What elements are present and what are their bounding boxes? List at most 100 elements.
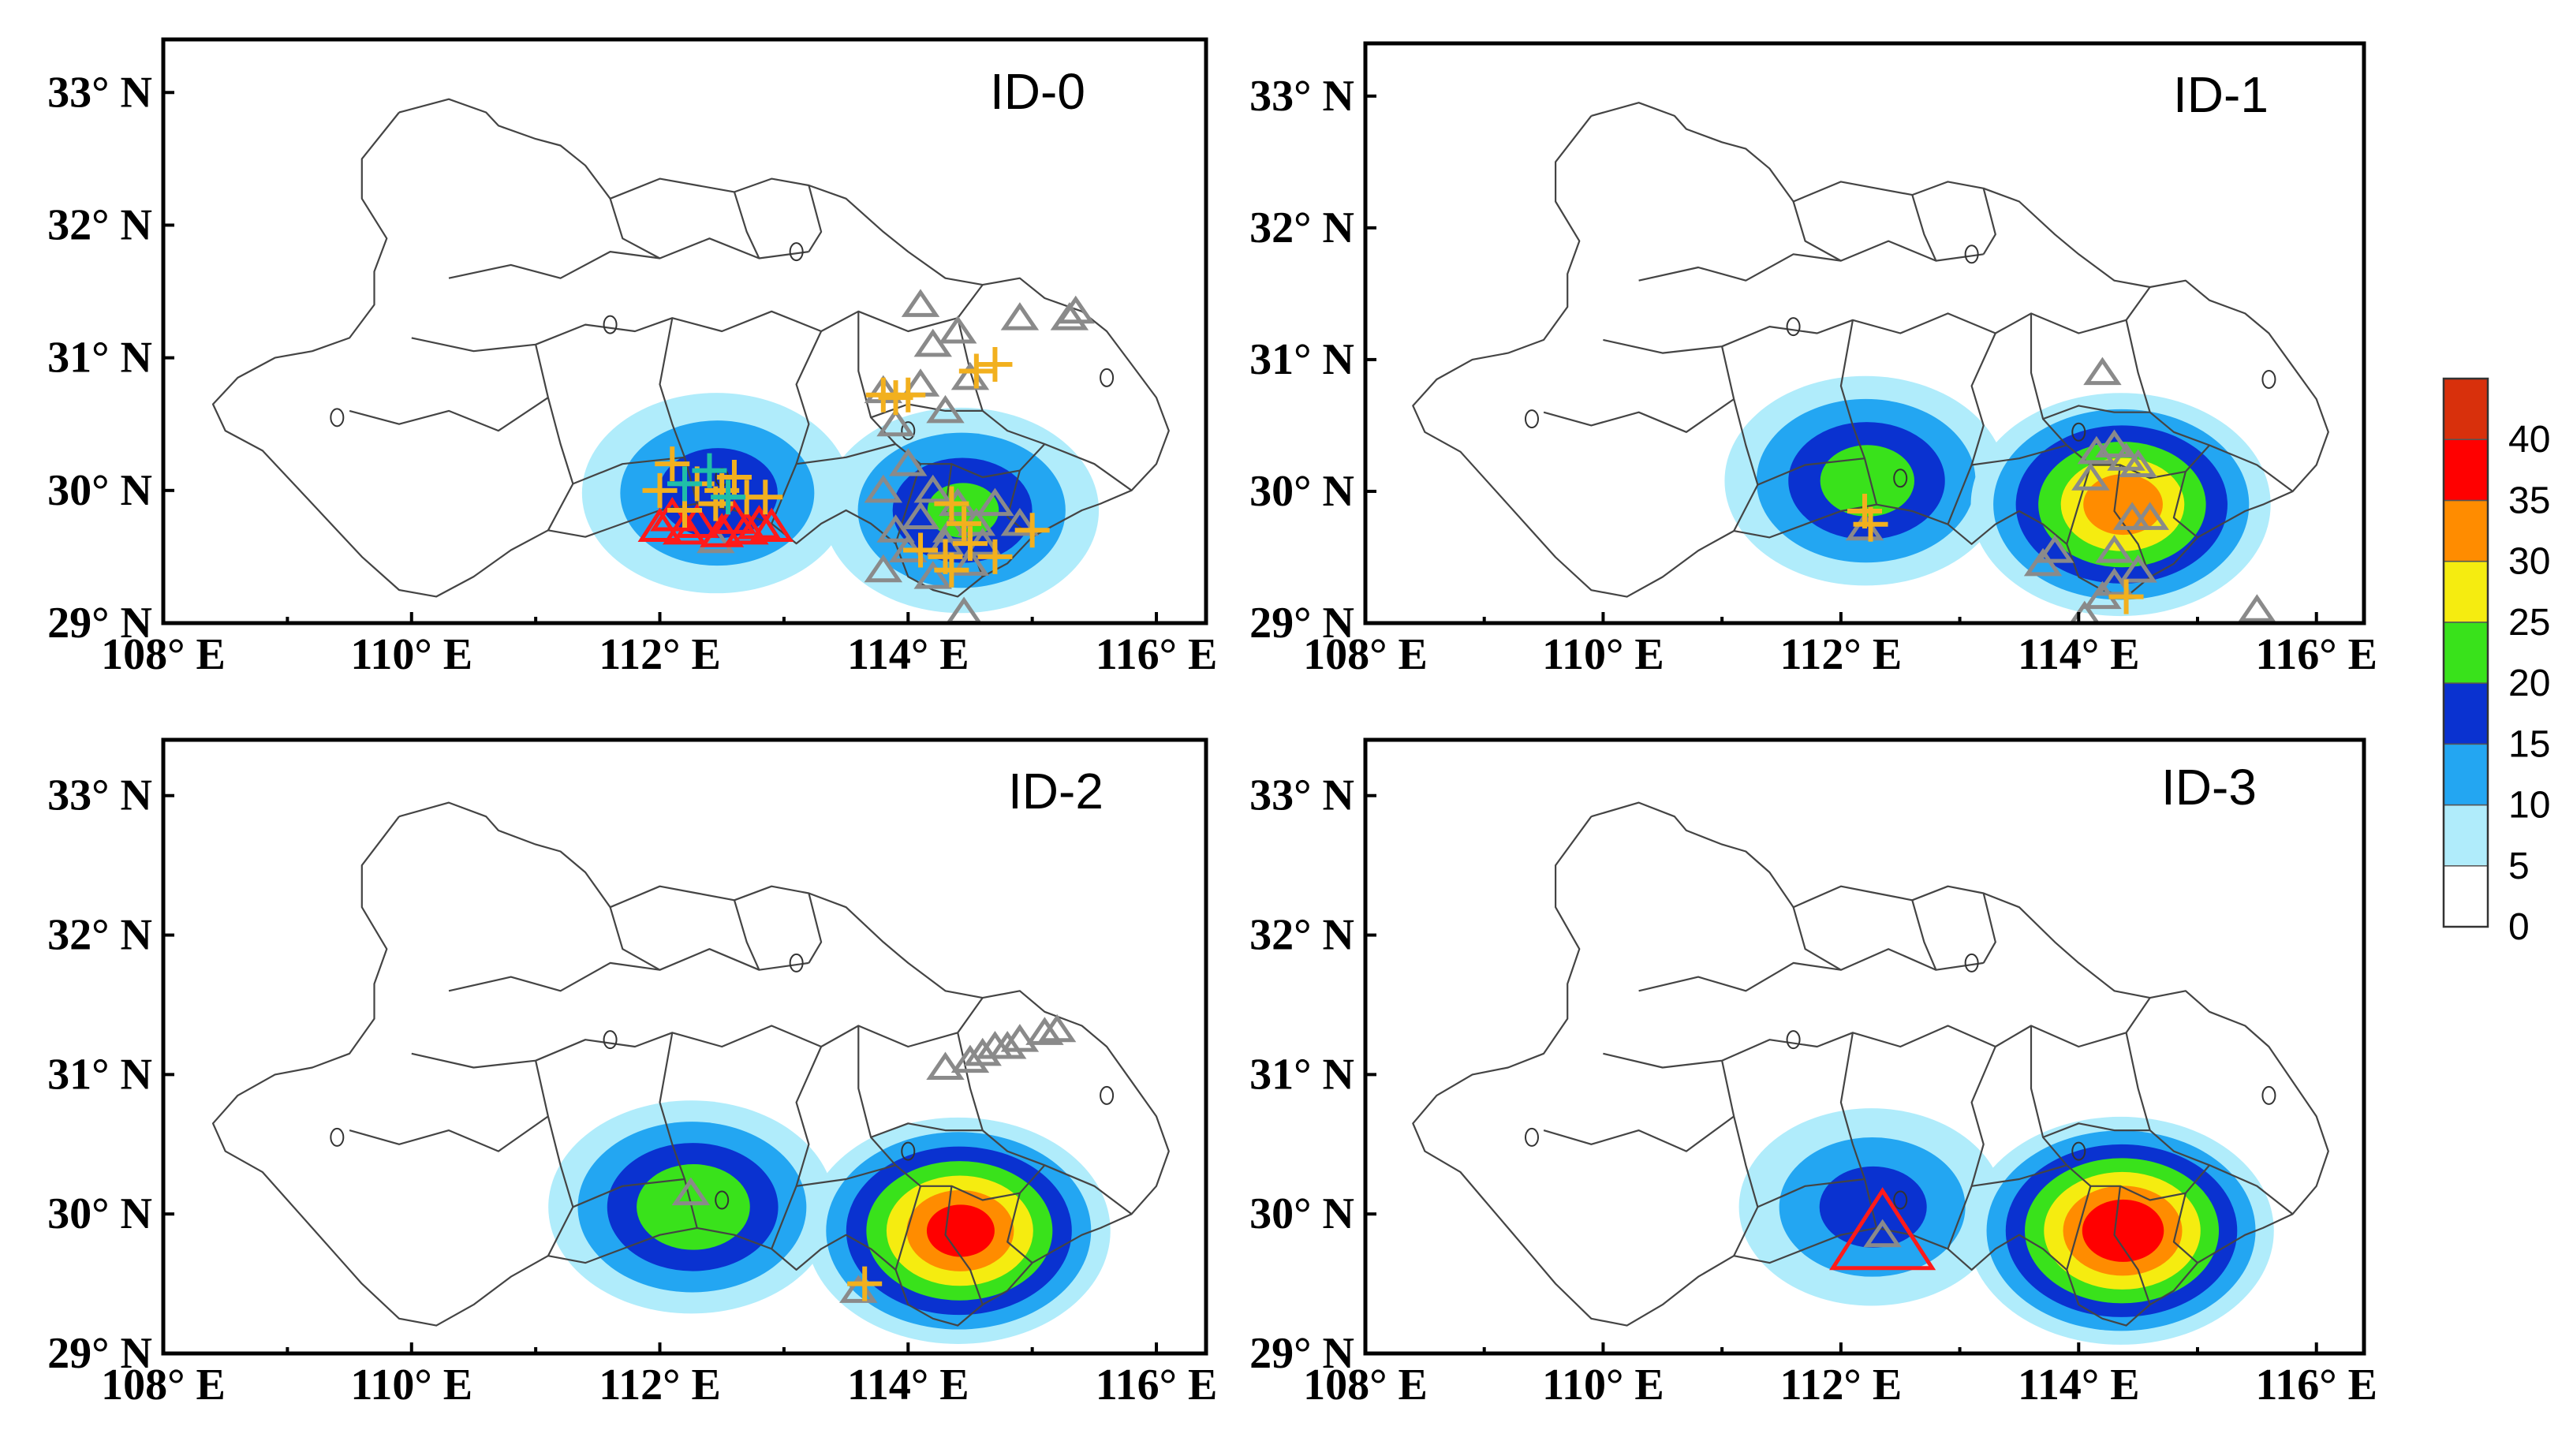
colorbar-segment bbox=[2443, 499, 2489, 562]
gray-triangle-marker bbox=[913, 328, 952, 357]
y-tick-label: 29° N bbox=[47, 599, 152, 648]
lake-outline bbox=[603, 1030, 618, 1050]
prefecture-boundary bbox=[2125, 319, 2294, 492]
prefecture-boundary bbox=[2042, 1122, 2150, 1138]
gray-triangle-marker bbox=[671, 1177, 711, 1206]
prefecture-boundary bbox=[921, 443, 1046, 479]
gray-triangle-marker bbox=[1000, 302, 1040, 330]
prefecture-boundary bbox=[1982, 188, 1996, 255]
cross-marker bbox=[934, 552, 969, 588]
colorbar-label: 30 bbox=[2508, 541, 2550, 583]
gray-triangle-marker bbox=[913, 474, 952, 503]
lake-outline bbox=[789, 953, 804, 973]
gray-triangle-marker bbox=[2035, 535, 2074, 563]
y-tick-label: 29° N bbox=[47, 1329, 152, 1378]
y-tick-label: 30° N bbox=[1249, 1189, 1354, 1238]
gray-triangle-marker bbox=[1037, 1014, 1077, 1043]
lake-outline bbox=[901, 421, 916, 441]
gray-triangle-marker bbox=[1863, 1219, 1902, 1248]
lake-outline bbox=[2071, 422, 2086, 442]
prefecture-boundary bbox=[796, 1164, 896, 1187]
prefecture-boundary bbox=[2090, 444, 2210, 480]
y-tick-label: 32° N bbox=[1249, 203, 1354, 252]
lake-outline bbox=[2261, 1085, 2276, 1105]
map-panel-id-2: 108° E 110° E 112° E 114° E 116° E 29° N 30° N… bbox=[47, 737, 1217, 1409]
red-triangle-marker bbox=[1829, 1187, 1936, 1271]
lake-outline bbox=[1893, 1190, 1908, 1210]
gray-triangle-marker bbox=[2095, 429, 2134, 457]
prefecture-boundary bbox=[1971, 1164, 2067, 1187]
density-contour bbox=[637, 1164, 750, 1250]
cross-marker bbox=[947, 506, 982, 541]
map-panel-id-3: 108° E 110° E 112° E 114° E 116° E 29° N 30° N… bbox=[1249, 737, 2377, 1409]
lake-outline bbox=[2071, 1141, 2086, 1161]
x-tick-label: 110° E bbox=[350, 1361, 472, 1409]
lake-outline bbox=[1786, 317, 1801, 337]
red-triangle-marker bbox=[724, 510, 769, 545]
colorbar-segment bbox=[2443, 804, 2489, 867]
lake-outline bbox=[1893, 469, 1908, 488]
lake-outline bbox=[1525, 1127, 1539, 1147]
gray-triangle-marker bbox=[1000, 507, 1040, 536]
prefecture-boundary bbox=[1911, 899, 1937, 971]
x-tick-label: 110° E bbox=[1542, 1361, 1664, 1409]
prefecture-boundary bbox=[1638, 948, 1984, 992]
gray-triangle-marker bbox=[2083, 357, 2122, 386]
gray-triangle-marker bbox=[901, 501, 940, 529]
cross-marker bbox=[934, 486, 969, 521]
cross-marker bbox=[716, 460, 752, 495]
prefecture-boundary bbox=[1543, 1115, 1735, 1152]
x-tick-label: 114° E bbox=[847, 1361, 969, 1409]
gray-triangle-marker bbox=[950, 547, 990, 576]
prefecture-boundary bbox=[957, 1032, 1133, 1215]
prefecture-boundary bbox=[659, 1032, 698, 1229]
y-tick-label: 32° N bbox=[47, 200, 152, 249]
gray-triangle-marker bbox=[876, 514, 915, 543]
y-tick-label: 29° N bbox=[1249, 1329, 1354, 1378]
density-contour bbox=[1820, 445, 1914, 517]
prefecture-boundary bbox=[771, 1046, 823, 1249]
prefecture-boundary bbox=[535, 1060, 574, 1256]
colorbar-label: 0 bbox=[2508, 906, 2530, 948]
gray-triangle-marker bbox=[976, 487, 1014, 517]
gray-triangle-marker bbox=[926, 394, 965, 424]
cross-marker bbox=[891, 377, 926, 413]
colorbar-label: 40 bbox=[2508, 419, 2550, 461]
gray-triangle-marker bbox=[2130, 502, 2169, 530]
gray-triangle-marker bbox=[1056, 295, 1095, 324]
prefecture-boundary bbox=[808, 893, 823, 964]
colorbar-legend: 0 5 10 15 20 25 30 35 40 bbox=[2442, 377, 2550, 948]
x-tick-label: 110° E bbox=[1542, 630, 1664, 679]
prefecture-boundary bbox=[733, 899, 760, 971]
prefecture-boundary bbox=[1543, 398, 1735, 433]
y-tick-label: 31° N bbox=[1249, 1050, 1354, 1099]
prefecture-boundary bbox=[349, 1115, 549, 1152]
x-tick-label: 108° E bbox=[101, 630, 226, 679]
cross-marker bbox=[977, 347, 1013, 383]
prefecture-boundary bbox=[2172, 471, 2198, 539]
y-tick-label: 31° N bbox=[47, 1050, 152, 1099]
cross-marker bbox=[2108, 579, 2144, 614]
prefecture-boundary bbox=[1911, 194, 1937, 262]
gray-triangle-marker bbox=[2095, 567, 2134, 596]
density-hotspot bbox=[1967, 1116, 2274, 1345]
cross-marker bbox=[977, 539, 1013, 574]
y-tick-label: 31° N bbox=[47, 334, 152, 383]
gray-triangle-marker bbox=[864, 474, 903, 503]
prefecture-boundary bbox=[1638, 240, 1984, 282]
prefecture-boundary bbox=[609, 906, 661, 971]
prefecture-boundary bbox=[1971, 444, 2067, 466]
y-tick-label: 32° N bbox=[47, 911, 152, 960]
y-tick-label: 33° N bbox=[47, 771, 152, 820]
panel-frame bbox=[1363, 737, 2366, 1356]
cross-marker bbox=[952, 526, 988, 562]
map-panel-id-1: 108° E 110° E 112° E 114° E 116° E 29° N 30° N… bbox=[1249, 41, 2377, 679]
x-tick-label: 114° E bbox=[847, 630, 969, 679]
prefecture-boundary bbox=[659, 317, 698, 504]
prefecture-boundary bbox=[1757, 457, 1865, 486]
prefecture-boundary bbox=[1839, 319, 1878, 505]
gray-triangle-marker bbox=[2119, 554, 2157, 583]
colorbar-segment bbox=[2443, 682, 2489, 745]
lake-outline bbox=[1964, 245, 1979, 264]
prefecture-boundary bbox=[1721, 1060, 1759, 1256]
